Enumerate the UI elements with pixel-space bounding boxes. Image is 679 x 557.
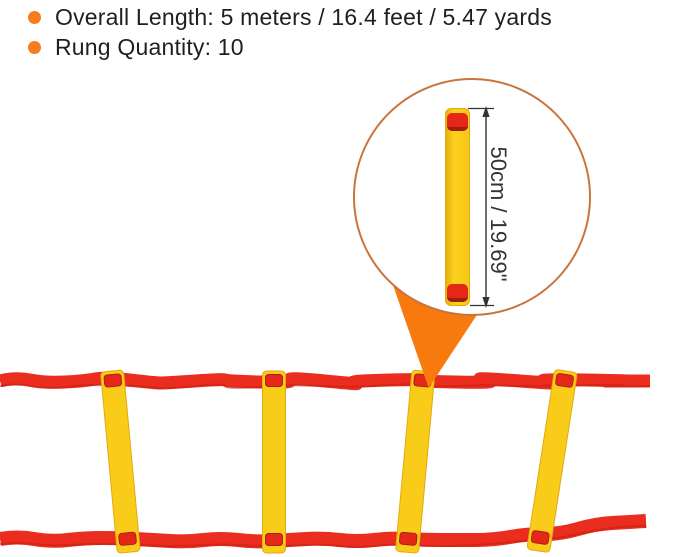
- bullet-icon: [28, 40, 41, 54]
- ladder-rung: [395, 369, 436, 554]
- spec-rung-quantity-text: Rung Quantity: 10: [55, 33, 244, 60]
- magnified-rung-clip-top: [447, 113, 468, 131]
- agility-ladder-graphic: [0, 369, 651, 554]
- ladder-rung: [100, 369, 141, 554]
- spec-list: Overall Length: 5 meters / 16.4 feet / 5…: [28, 2, 552, 62]
- spec-item-overall-length: Overall Length: 5 meters / 16.4 feet / 5…: [28, 2, 552, 32]
- spec-item-rung-quantity: Rung Quantity: 10: [28, 32, 552, 62]
- magnifier-circle: 50cm / 19.69": [353, 78, 591, 316]
- dimension-label: 50cm / 19.69": [486, 146, 511, 282]
- spec-overall-length-text: Overall Length: 5 meters / 16.4 feet / 5…: [55, 3, 552, 30]
- ladder-rung: [526, 369, 578, 553]
- dimension-line: [468, 106, 494, 308]
- magnified-rung: [445, 108, 470, 306]
- bullet-icon: [28, 10, 41, 24]
- magnified-rung-clip-bottom: [447, 284, 468, 302]
- ladder-rung: [262, 370, 286, 554]
